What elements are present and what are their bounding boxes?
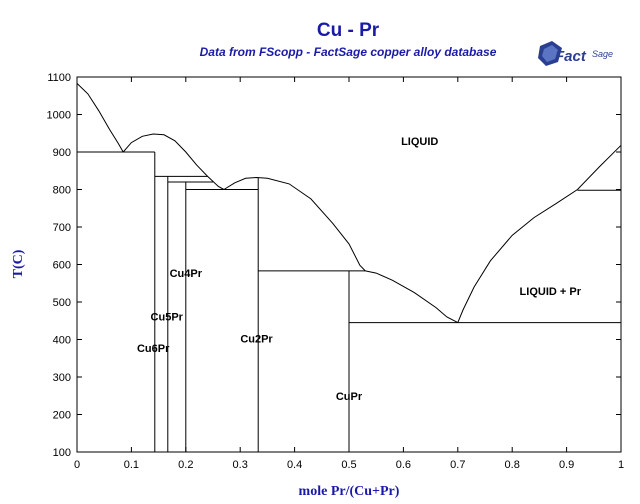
y-tick-label: 800 bbox=[53, 185, 71, 197]
phase-boundaries bbox=[76, 83, 622, 452]
chart-title: Cu - Pr bbox=[316, 20, 380, 41]
y-tick-label: 500 bbox=[53, 297, 71, 309]
phase-boundary-line bbox=[457, 144, 622, 323]
region-label: Cu5Pr bbox=[151, 311, 184, 323]
svg-text:Fact: Fact bbox=[555, 48, 587, 65]
y-tick-label: 700 bbox=[53, 222, 71, 234]
factsage-logo: Fact Sage bbox=[538, 41, 613, 66]
x-tick-label: 0 bbox=[74, 459, 80, 471]
x-tick-label: 0.7 bbox=[450, 459, 465, 471]
phase-boundary-line bbox=[365, 270, 459, 324]
x-tick-label: 1 bbox=[618, 459, 624, 471]
y-tick-label: 1100 bbox=[47, 72, 71, 84]
y-tick-label: 400 bbox=[53, 335, 71, 347]
region-label: Cu4Pr bbox=[170, 268, 203, 280]
x-tick-label: 0.5 bbox=[341, 459, 356, 471]
y-tick-label: 200 bbox=[53, 410, 71, 422]
region-label: LIQUID bbox=[401, 136, 438, 148]
region-label: Cu2Pr bbox=[240, 333, 273, 345]
region-label: CuPr bbox=[336, 391, 363, 403]
y-tick-label: 1000 bbox=[47, 110, 71, 122]
y-tick-label: 300 bbox=[53, 372, 71, 384]
region-labels: LIQUID LIQUID + Pr Cu4Pr Cu5Pr Cu6Pr Cu2Pr CuP… bbox=[137, 136, 582, 403]
y-axis-label: T(C) bbox=[11, 249, 26, 278]
phase-boundary-line bbox=[122, 133, 225, 190]
y-tick-label: 900 bbox=[53, 147, 71, 159]
x-tick-label: 0.1 bbox=[124, 459, 139, 471]
x-tick-label: 0.6 bbox=[396, 459, 411, 471]
region-label: Cu6Pr bbox=[137, 343, 170, 355]
chart-subtitle: Data from FScopp - FactSage copper alloy… bbox=[199, 45, 497, 59]
x-tick-label: 0.3 bbox=[233, 459, 248, 471]
x-tick-label: 0.8 bbox=[505, 459, 520, 471]
phase-boundary-line bbox=[223, 176, 366, 272]
x-tick-label: 0.9 bbox=[559, 459, 574, 471]
y-tick-label: 600 bbox=[53, 260, 71, 272]
svg-text:Sage: Sage bbox=[592, 49, 613, 59]
axis-ticks: 0 0.1 0.2 0.3 0.4 0.5 0.6 0.7 0.8 0.9 110020030040… bbox=[47, 72, 625, 471]
y-tick-label: 100 bbox=[53, 447, 71, 459]
x-axis-label: mole Pr/(Cu+Pr) bbox=[299, 484, 400, 499]
x-tick-label: 0.4 bbox=[287, 459, 302, 471]
phase-boundary-line bbox=[76, 83, 124, 153]
x-tick-label: 0.2 bbox=[178, 459, 193, 471]
region-label: LIQUID + Pr bbox=[520, 286, 582, 298]
